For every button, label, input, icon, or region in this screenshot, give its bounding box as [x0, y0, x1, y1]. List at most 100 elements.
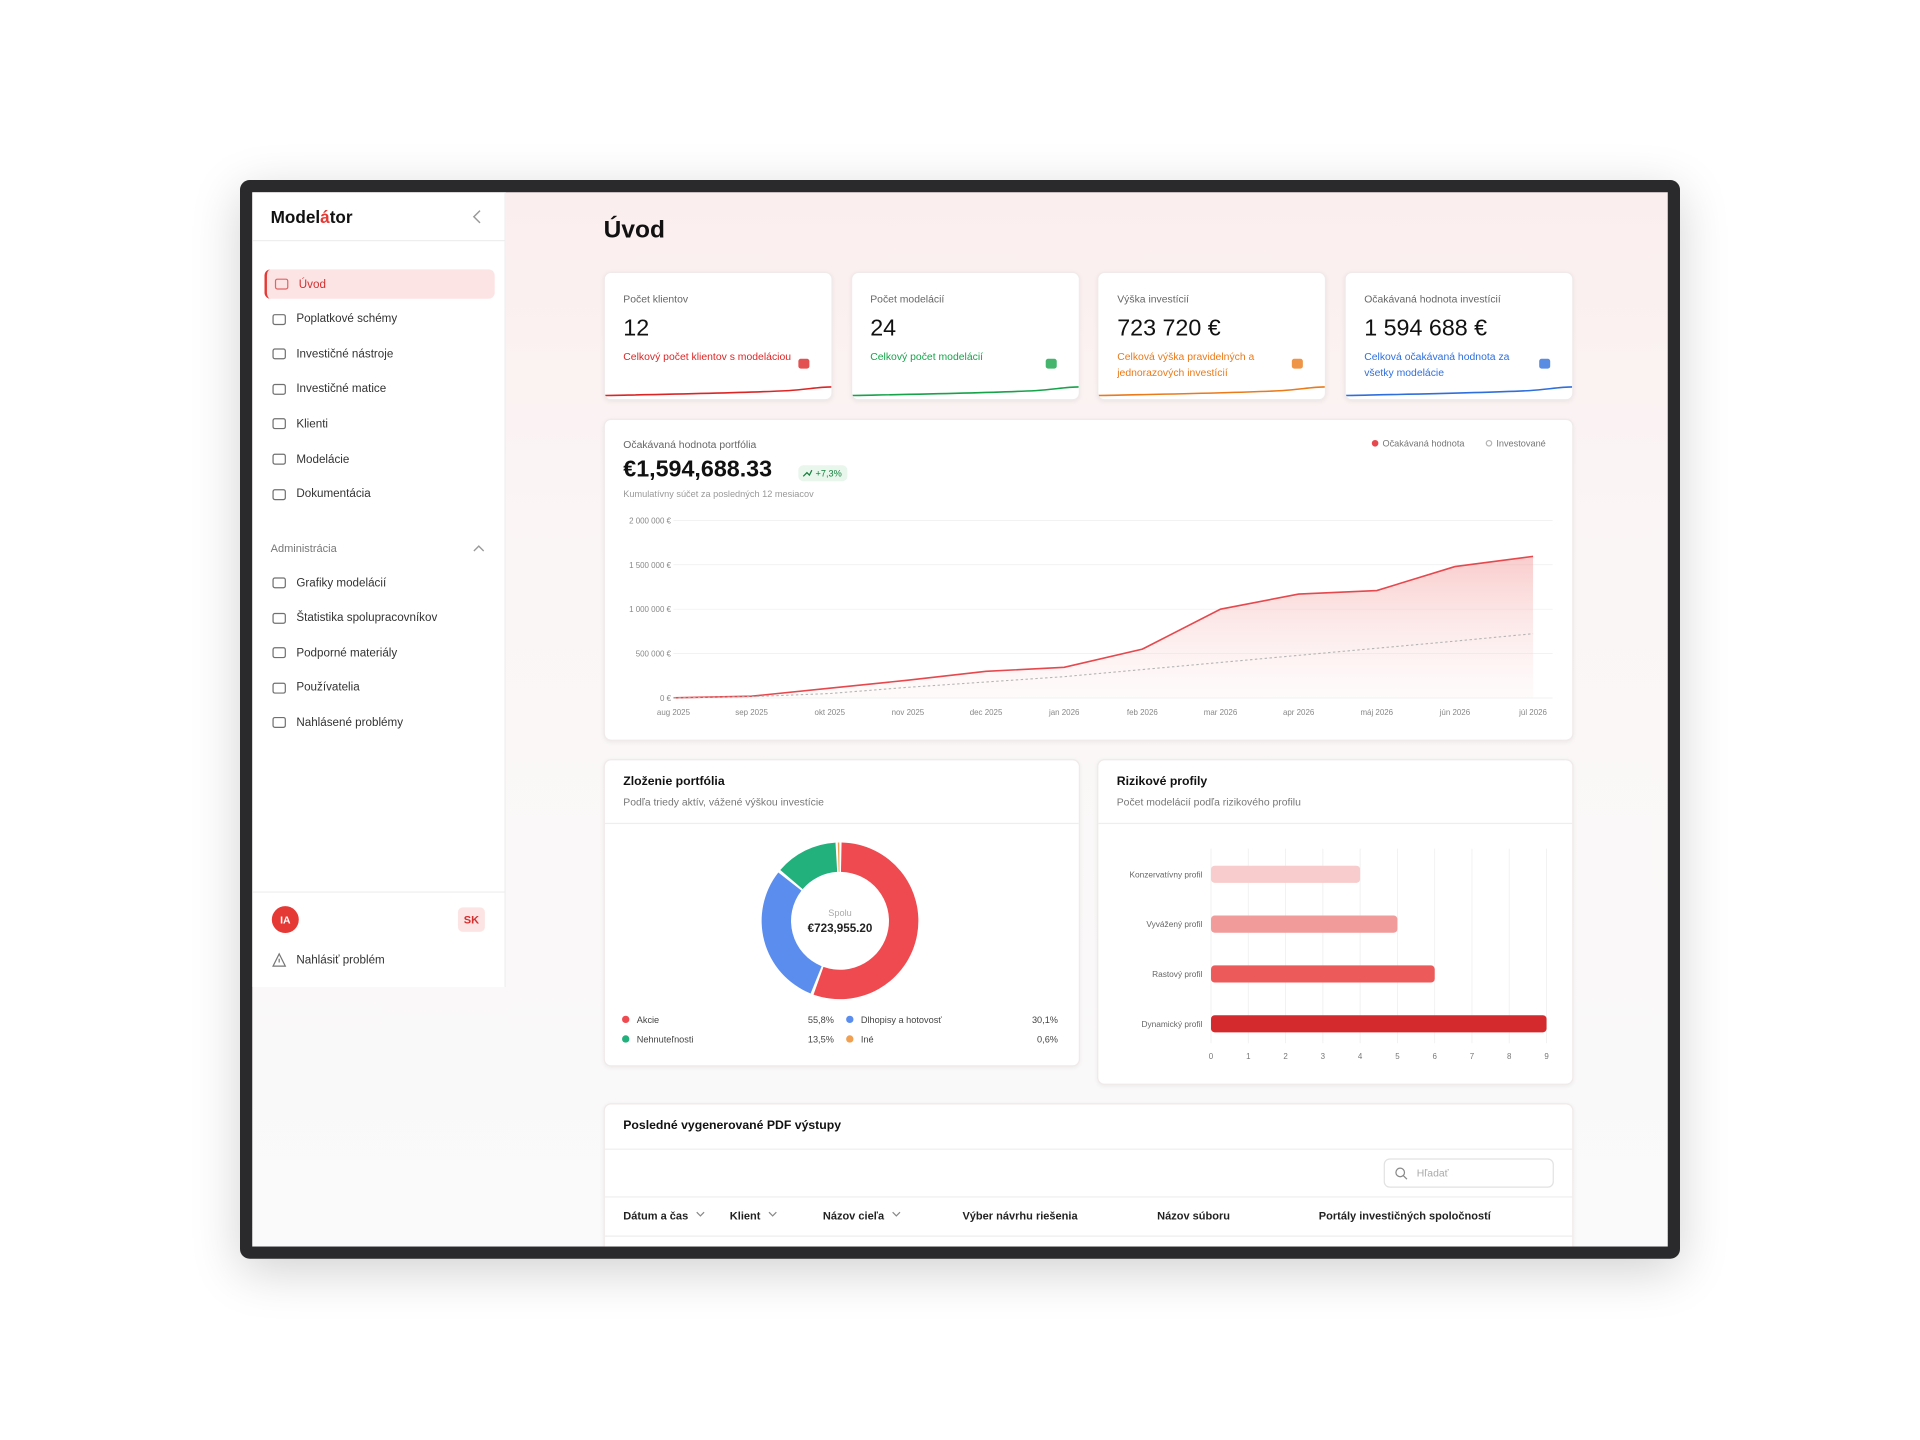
label: Klienti — [296, 417, 329, 431]
icon — [272, 453, 286, 465]
chart-title: Zloženie portfólia — [623, 775, 725, 789]
divider — [604, 822, 1079, 825]
brand-text: Model — [270, 206, 321, 227]
chart-subtitle: Počet modelácií podľa rizikového profilu — [1116, 795, 1301, 809]
section-toggle[interactable] — [473, 544, 485, 554]
nav-item[interactable]: Grafiky modelácií — [264, 568, 492, 597]
nav-item[interactable]: Nahlásené problémy — [264, 708, 492, 737]
kpi-label: Výška investícií — [1117, 292, 1189, 305]
table-header[interactable]: Výber návrhu riešenia — [962, 1209, 1078, 1223]
user-avatar[interactable]: IA — [271, 906, 299, 934]
report-problem[interactable]: Nahlásiť problém — [264, 945, 492, 974]
chart-subtitle: Podľa triedy aktív, vážené výškou invest… — [623, 795, 824, 809]
label: Grafiky modelácií — [296, 576, 387, 590]
kpi-description: Celkový počet modelácií — [870, 350, 984, 363]
table-header[interactable]: Dátum a čas — [623, 1210, 706, 1222]
label: Podporné materiály — [296, 646, 398, 660]
sidebar: Modelátor Administrácia IA SK Nahlásiť p… — [252, 192, 506, 987]
kpi-value: 1 594 688 € — [1364, 315, 1488, 342]
language-switch[interactable]: SK — [457, 907, 485, 932]
kpi-icon — [1292, 358, 1304, 369]
kpi-icon — [1539, 358, 1551, 369]
search-box[interactable]: Hľadať — [1383, 1158, 1554, 1188]
icon — [272, 577, 286, 589]
label: Investičné matice — [296, 382, 387, 396]
label: Investičné nástroje — [296, 347, 394, 361]
table-header[interactable]: Portály investičných spoločností — [1318, 1209, 1491, 1223]
nav-item[interactable]: Používatelia — [264, 673, 492, 702]
screen: Modelátor Administrácia IA SK Nahlásiť p… — [252, 192, 1668, 1247]
table-header[interactable]: Klient — [730, 1210, 779, 1222]
label: Poplatkové schémy — [296, 312, 398, 326]
kpi-card: Výška investícií 723 720 € Celková výška p… — [1097, 271, 1327, 401]
label: Nahlásené problémy — [296, 716, 404, 730]
label: Modelácie — [296, 452, 350, 466]
nav-item[interactable]: Modelácie — [264, 444, 492, 473]
kpi-value: 12 — [623, 315, 650, 342]
label: Štatistika spolupracovníkov — [296, 611, 438, 625]
icon — [272, 612, 286, 624]
portfolio-value: €1,594,688.33 — [623, 456, 773, 483]
label: Úvod — [298, 277, 326, 291]
icon — [272, 313, 286, 325]
kpi-value: 723 720 € — [1117, 315, 1221, 342]
divider — [604, 1148, 1573, 1150]
portfolio-card: Očakávaná hodnota portfólia €1,594,688.3… — [603, 418, 1574, 741]
sparkline — [1345, 386, 1573, 397]
risk-card: Rizikové profily Počet modelácií podľa r… — [1097, 759, 1574, 1085]
brand-accent: á — [320, 206, 330, 227]
kpi-icon — [1045, 358, 1057, 369]
icon — [1395, 1167, 1408, 1180]
nav-item[interactable]: Dokumentácia — [264, 480, 492, 509]
section-title: Administrácia — [270, 542, 337, 555]
kpi-card: Očakávaná hodnota investícií 1 594 688 € C… — [1344, 271, 1574, 401]
label: Dokumentácia — [296, 487, 371, 501]
sparkline — [1098, 386, 1326, 397]
collapse-button[interactable] — [471, 209, 483, 224]
icon — [272, 952, 287, 967]
composition-card: Zloženie portfólia Podľa triedy aktív, v… — [603, 759, 1080, 1067]
divider — [252, 891, 505, 893]
icon — [802, 469, 813, 477]
icon — [272, 647, 286, 659]
brand: Modelátor — [271, 207, 353, 227]
page-title: Úvod — [603, 216, 665, 244]
kpi-label: Počet klientov — [623, 292, 689, 305]
chart-title: Rizikové profily — [1116, 775, 1208, 789]
divider — [604, 1196, 1573, 1198]
nav-item[interactable]: Poplatkové schémy — [264, 304, 492, 333]
icon — [272, 488, 286, 500]
sort-icon — [768, 1211, 777, 1217]
nav-item[interactable]: Štatistika spolupracovníkov — [264, 603, 492, 632]
kpi-icon — [798, 358, 810, 369]
table-header[interactable]: Názov súboru — [1157, 1209, 1231, 1223]
kpi-description: Celkový počet klientov s modeláciou — [623, 350, 792, 363]
table-header[interactable]: Názov cieľa — [823, 1210, 903, 1222]
icon — [272, 717, 286, 729]
kpi-label: Očakávaná hodnota investícií — [1364, 292, 1501, 305]
kpi-card: Počet klientov 12 Celkový počet klientov s… — [603, 271, 833, 401]
nav-item[interactable]: Podporné materiály — [264, 638, 492, 667]
kpi-label: Počet modelácií — [870, 292, 945, 305]
table-card: Posledné vygenerované PDF výstupy Hľadať… — [603, 1103, 1574, 1247]
table-title: Posledné vygenerované PDF výstupy — [623, 1119, 842, 1133]
kpi-card: Počet modelácií 24 Celkový počet modelácií — [850, 271, 1080, 401]
sparkline — [851, 386, 1079, 397]
kpi-value: 24 — [870, 315, 897, 342]
nav-item[interactable]: Klienti — [264, 409, 492, 438]
divider — [252, 240, 505, 242]
kpi-description: Celková výška pravidelných a jednorazový… — [1117, 350, 1255, 379]
change: +7,3% — [815, 467, 842, 479]
nav-item[interactable]: Investičné matice — [264, 374, 492, 403]
kpi-description: Celková očakávaná hodnota za všetky mode… — [1364, 350, 1510, 379]
label: Nahlásiť problém — [296, 953, 385, 967]
nav-item[interactable]: Úvod — [264, 269, 495, 299]
chart-title: Očakávaná hodnota portfólia — [623, 438, 757, 451]
change-badge: +7,3% — [798, 465, 848, 482]
nav-item[interactable]: Investičné nástroje — [264, 339, 492, 368]
search-placeholder: Hľadať — [1416, 1166, 1449, 1180]
icon — [272, 348, 286, 360]
divider — [604, 1235, 1573, 1237]
